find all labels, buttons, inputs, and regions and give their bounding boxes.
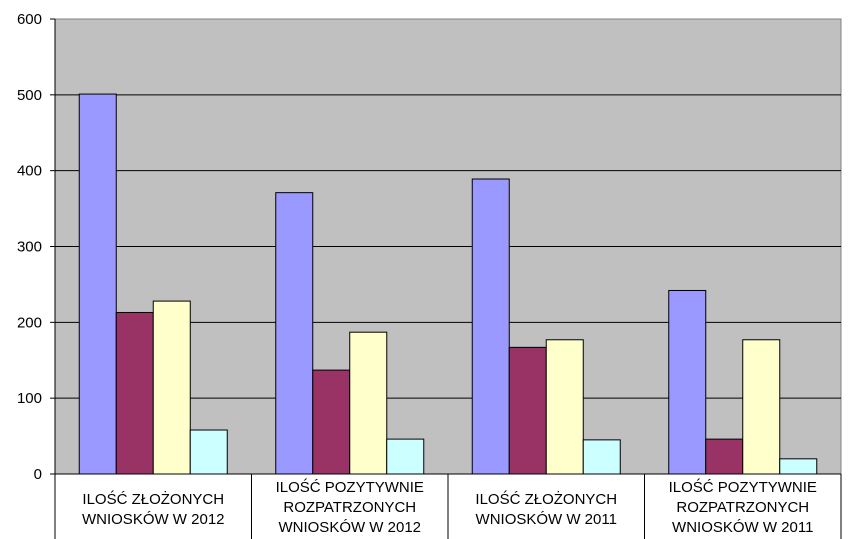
y-tick-label: 600 <box>17 11 42 28</box>
bar <box>779 458 818 475</box>
bar <box>742 339 781 475</box>
bar <box>349 331 388 475</box>
x-category-label: ILOŚĆ POZYTYWNIE <box>276 478 424 496</box>
x-category-label: ILOŚĆ ZŁOŻONYCH <box>475 490 617 508</box>
y-tick-label: 200 <box>17 314 42 331</box>
bar <box>668 289 707 475</box>
y-tick-label: 100 <box>17 390 42 407</box>
bar <box>189 429 228 475</box>
bar <box>152 300 191 475</box>
y-axis-ticks: 0 100 200 300 400 500 600 <box>17 11 55 483</box>
bar <box>508 346 547 475</box>
bar <box>312 369 351 475</box>
y-tick-label: 0 <box>34 466 42 483</box>
bars <box>78 93 818 475</box>
bar <box>471 178 510 475</box>
x-category-label: ROZPATRZONYCH <box>676 499 809 516</box>
x-category-label: ILOŚĆ POZYTYWNIE <box>669 478 817 496</box>
x-category-label: WNIOSKÓW W 2012 <box>82 511 225 528</box>
bar <box>545 339 584 475</box>
bar <box>275 192 314 475</box>
x-category-label: WNIOSKÓW W 2012 <box>278 519 421 536</box>
x-category-label: WNIOSKÓW W 2011 <box>476 511 617 528</box>
x-category-label: WNIOSKÓW W 2011 <box>672 519 813 536</box>
x-category-label: ILOŚĆ ZŁOŻONYCH <box>82 490 224 508</box>
bar <box>582 439 621 475</box>
x-category-label: ROZPATRZONYCH <box>283 499 416 516</box>
bar <box>386 438 425 475</box>
y-tick-label: 500 <box>17 87 42 104</box>
y-tick-label: 400 <box>17 163 42 180</box>
bar <box>115 311 154 475</box>
x-axis: ILOŚĆ ZŁOŻONYCH WNIOSKÓW W 2012 ILOŚĆ POZY… <box>54 19 842 539</box>
bar <box>705 438 744 475</box>
y-tick-label: 300 <box>17 239 42 256</box>
bar <box>78 93 117 475</box>
